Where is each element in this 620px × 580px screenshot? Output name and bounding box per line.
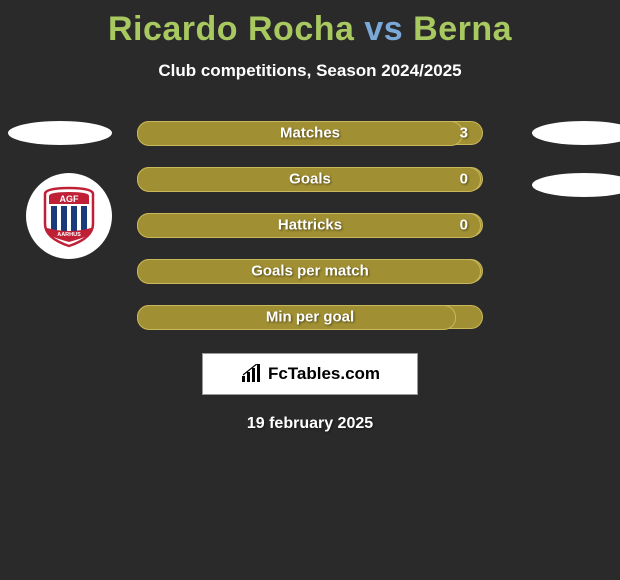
- page-title: Ricardo Rocha vs Berna: [0, 0, 620, 49]
- bar-chart-icon: [240, 364, 264, 384]
- stat-value-right: 0: [460, 217, 468, 234]
- date-text: 19 february 2025: [0, 415, 620, 433]
- stat-value-right: 0: [460, 171, 468, 188]
- stat-label: Goals per match: [251, 263, 369, 280]
- club-badge: AGF AARHUS: [26, 173, 112, 259]
- player2-name: Berna: [413, 10, 512, 48]
- stat-bars: Matches 3 Goals 0 Hattricks 0 Goals per …: [137, 121, 483, 329]
- stat-bar-goals-per-match: Goals per match: [137, 259, 483, 283]
- vs-text: vs: [364, 10, 403, 48]
- player2-marker-2: [532, 173, 620, 197]
- svg-text:AGF: AGF: [60, 194, 80, 204]
- brand-box[interactable]: FcTables.com: [202, 353, 418, 395]
- stat-bar-hattricks: Hattricks 0: [137, 213, 483, 237]
- stat-bar-goals: Goals 0: [137, 167, 483, 191]
- player2-marker-1: [532, 121, 620, 145]
- player1-marker: [8, 121, 112, 145]
- stat-bar-matches: Matches 3: [137, 121, 483, 145]
- svg-text:AARHUS: AARHUS: [57, 232, 81, 238]
- comparison-content: AGF AARHUS Matches 3 Goals 0 Hattricks 0…: [0, 121, 620, 433]
- subtitle: Club competitions, Season 2024/2025: [0, 61, 620, 81]
- stat-value-right: 3: [460, 125, 468, 142]
- stat-label: Min per goal: [266, 309, 354, 326]
- agf-aarhus-shield-icon: AGF AARHUS: [37, 184, 101, 248]
- stat-label: Hattricks: [278, 217, 342, 234]
- player1-name: Ricardo Rocha: [108, 10, 354, 48]
- brand-text: FcTables.com: [268, 364, 380, 384]
- stat-bar-min-per-goal: Min per goal: [137, 305, 483, 329]
- stat-label: Matches: [280, 125, 340, 142]
- stat-label: Goals: [289, 171, 331, 188]
